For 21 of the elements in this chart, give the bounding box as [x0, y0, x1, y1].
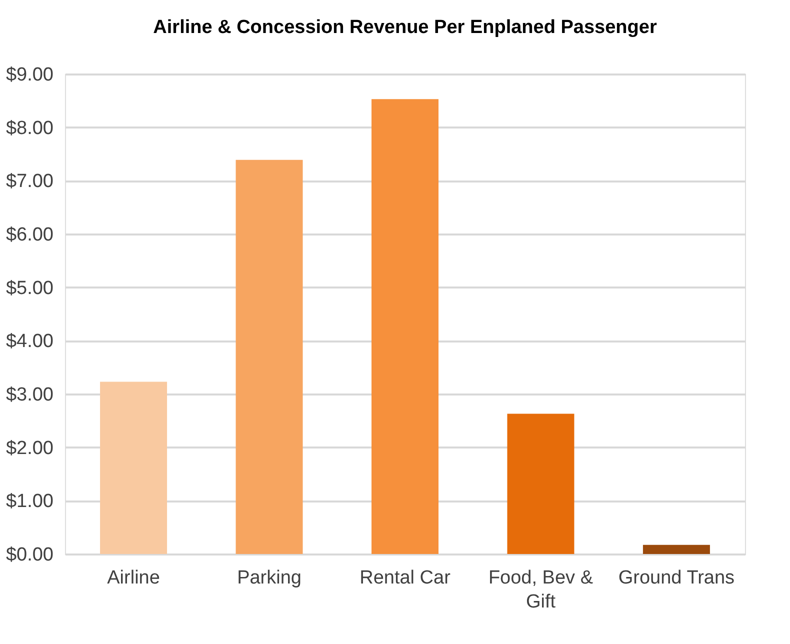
x-tick-label: Ground Trans — [618, 568, 735, 588]
y-tick-label: $3.00 — [6, 384, 54, 406]
y-tick-label: $4.00 — [6, 331, 54, 352]
y-tick-label: $6.00 — [6, 224, 54, 246]
y-tick-label: $1.00 — [6, 491, 54, 512]
bar — [642, 544, 710, 554]
x-tick-label: Parking — [237, 568, 302, 588]
y-tick-label: $8.00 — [6, 118, 54, 139]
x-tick-label: Rental Car — [360, 568, 452, 588]
y-tick-label: $7.00 — [6, 171, 54, 192]
bar — [236, 160, 303, 554]
bar — [100, 382, 168, 554]
chart-title: Airline & Concession Revenue Per Enplaned Passenger — [153, 17, 658, 38]
bar — [372, 99, 438, 554]
y-tick-label: $5.00 — [6, 278, 54, 299]
bar — [507, 414, 574, 554]
x-tick-label: Food, Bev & Gift — [488, 568, 594, 612]
y-tick-label: $9.00 — [6, 64, 54, 86]
y-tick-label: $2.00 — [6, 438, 54, 459]
y-tick-label: $0.00 — [6, 544, 54, 566]
x-tick-label: Airline — [107, 568, 160, 588]
